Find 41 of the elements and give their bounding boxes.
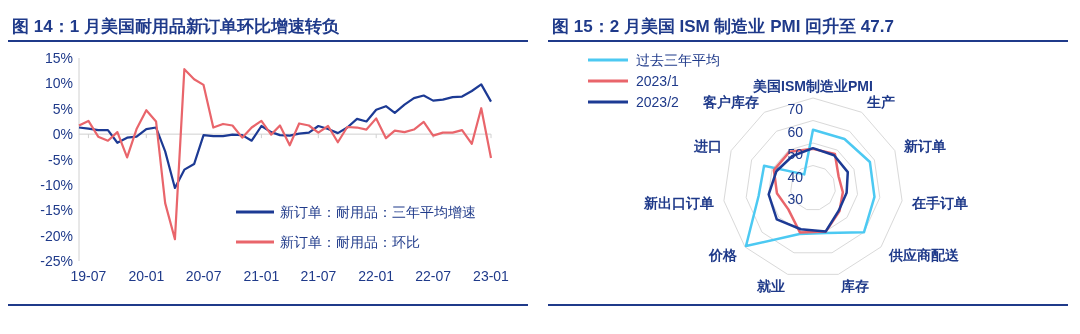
y-tick-label: -20% <box>40 227 73 244</box>
y-tick-label: 30 <box>787 191 804 207</box>
spoke-label: 新出口订单 <box>643 194 715 211</box>
y-tick-label: -25% <box>40 253 73 269</box>
legend-label: 新订单：耐用品：环比 <box>280 234 420 250</box>
y-tick-label: 10% <box>44 75 73 92</box>
chart-title: 图 15：2 月美国 ISM 制造业 PMI 回升至 47.7 <box>552 17 894 36</box>
y-tick-label: 0% <box>52 126 73 143</box>
x-tick-label: 22-07 <box>415 268 452 284</box>
spoke-label: 新订单 <box>902 137 946 154</box>
spoke-label: 就业 <box>755 277 785 294</box>
x-tick-label: 21-01 <box>243 268 280 284</box>
y-tick-label: -10% <box>40 176 73 193</box>
y-tick-label: 40 <box>787 168 804 185</box>
spoke-label: 价格 <box>708 246 739 263</box>
spoke-label: 供应商配送 <box>887 246 960 263</box>
y-tick-label: 70 <box>787 101 804 117</box>
x-tick-label: 20-07 <box>185 268 222 284</box>
y-tick-label: 15% <box>44 50 73 66</box>
spoke-label: 美国ISM制造业PMI <box>752 78 873 94</box>
chart-title: 图 14：1 月美国耐用品新订单环比增速转负 <box>12 17 340 36</box>
line-series <box>77 83 493 190</box>
spoke-label: 进口 <box>693 137 723 154</box>
legend-label: 新订单：耐用品：三年平均增速 <box>280 204 476 220</box>
y-tick-label: 50 <box>787 146 804 162</box>
x-tick-label: 19-07 <box>70 268 107 284</box>
x-tick-label: 23-01 <box>473 268 510 284</box>
y-tick-label: -15% <box>40 202 73 219</box>
x-tick-label: 21-07 <box>300 268 337 284</box>
x-tick-label: 22-01 <box>358 268 395 284</box>
spoke-label: 在手订单 <box>910 194 968 211</box>
y-tick-label: 60 <box>787 123 804 140</box>
y-tick-label: 5% <box>52 100 73 117</box>
legend-label: 2023/1 <box>636 73 680 89</box>
spoke-label: 生产 <box>866 94 896 111</box>
x-tick-label: 20-01 <box>128 268 165 284</box>
legend-label: 过去三年平均 <box>636 52 720 68</box>
legend-label: 2023/2 <box>636 94 680 110</box>
spoke-label: 库存 <box>840 277 870 294</box>
spoke-label: 客户库存 <box>701 94 759 111</box>
y-tick-label: -5% <box>48 151 73 168</box>
